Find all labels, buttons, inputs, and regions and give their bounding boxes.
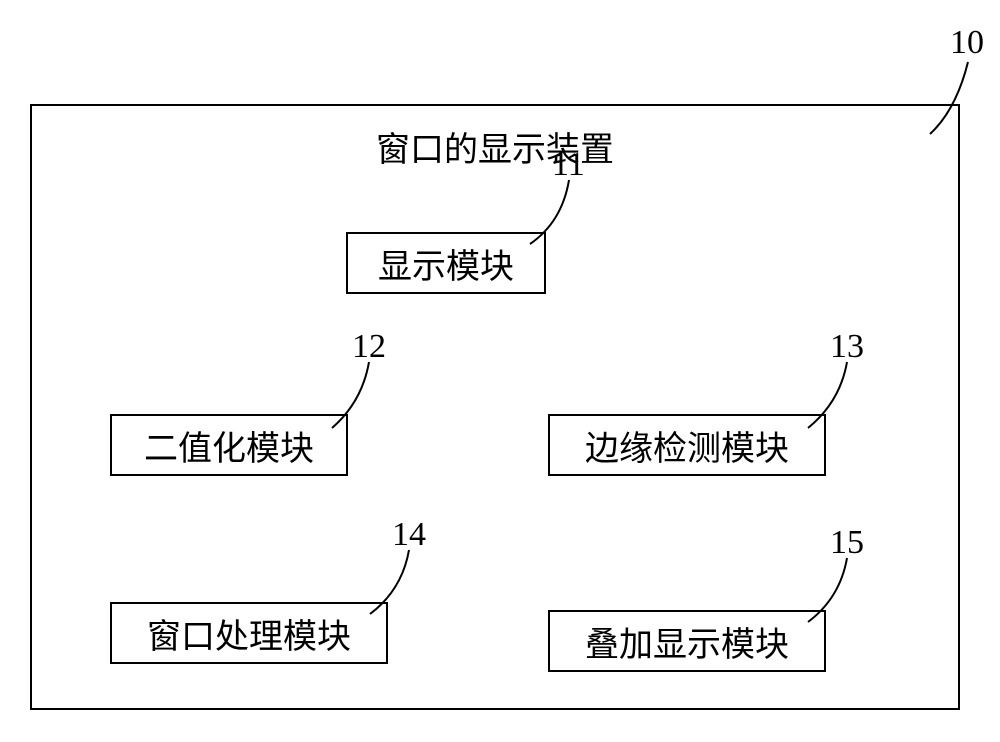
container-title: 窗口的显示装置 xyxy=(335,122,655,171)
binarization-module-box: 二值化模块 xyxy=(110,414,348,476)
display-module-ref-label: 11 xyxy=(552,146,585,184)
window-processing-module-label: 窗口处理模块 xyxy=(147,609,351,658)
window-processing-module-box: 窗口处理模块 xyxy=(110,602,388,664)
display-module-label: 显示模块 xyxy=(378,239,514,288)
overlay-display-module-label: 叠加显示模块 xyxy=(585,617,789,666)
edge-detection-module-label: 边缘检测模块 xyxy=(585,421,789,470)
overlay-display-module-box: 叠加显示模块 xyxy=(548,610,826,672)
overlay-display-module-ref-label: 15 xyxy=(830,524,864,562)
diagram-canvas: 窗口的显示装置 10 显示模块 11 二值化模块 12 边缘检测模块 13 窗口… xyxy=(0,0,1000,742)
display-module-box: 显示模块 xyxy=(346,232,546,294)
window-processing-module-ref-label: 14 xyxy=(392,516,426,554)
binarization-module-label: 二值化模块 xyxy=(144,421,314,470)
binarization-module-ref-label: 12 xyxy=(352,328,386,366)
edge-detection-module-ref-label: 13 xyxy=(830,328,864,366)
edge-detection-module-box: 边缘检测模块 xyxy=(548,414,826,476)
container-ref-label: 10 xyxy=(950,24,984,62)
